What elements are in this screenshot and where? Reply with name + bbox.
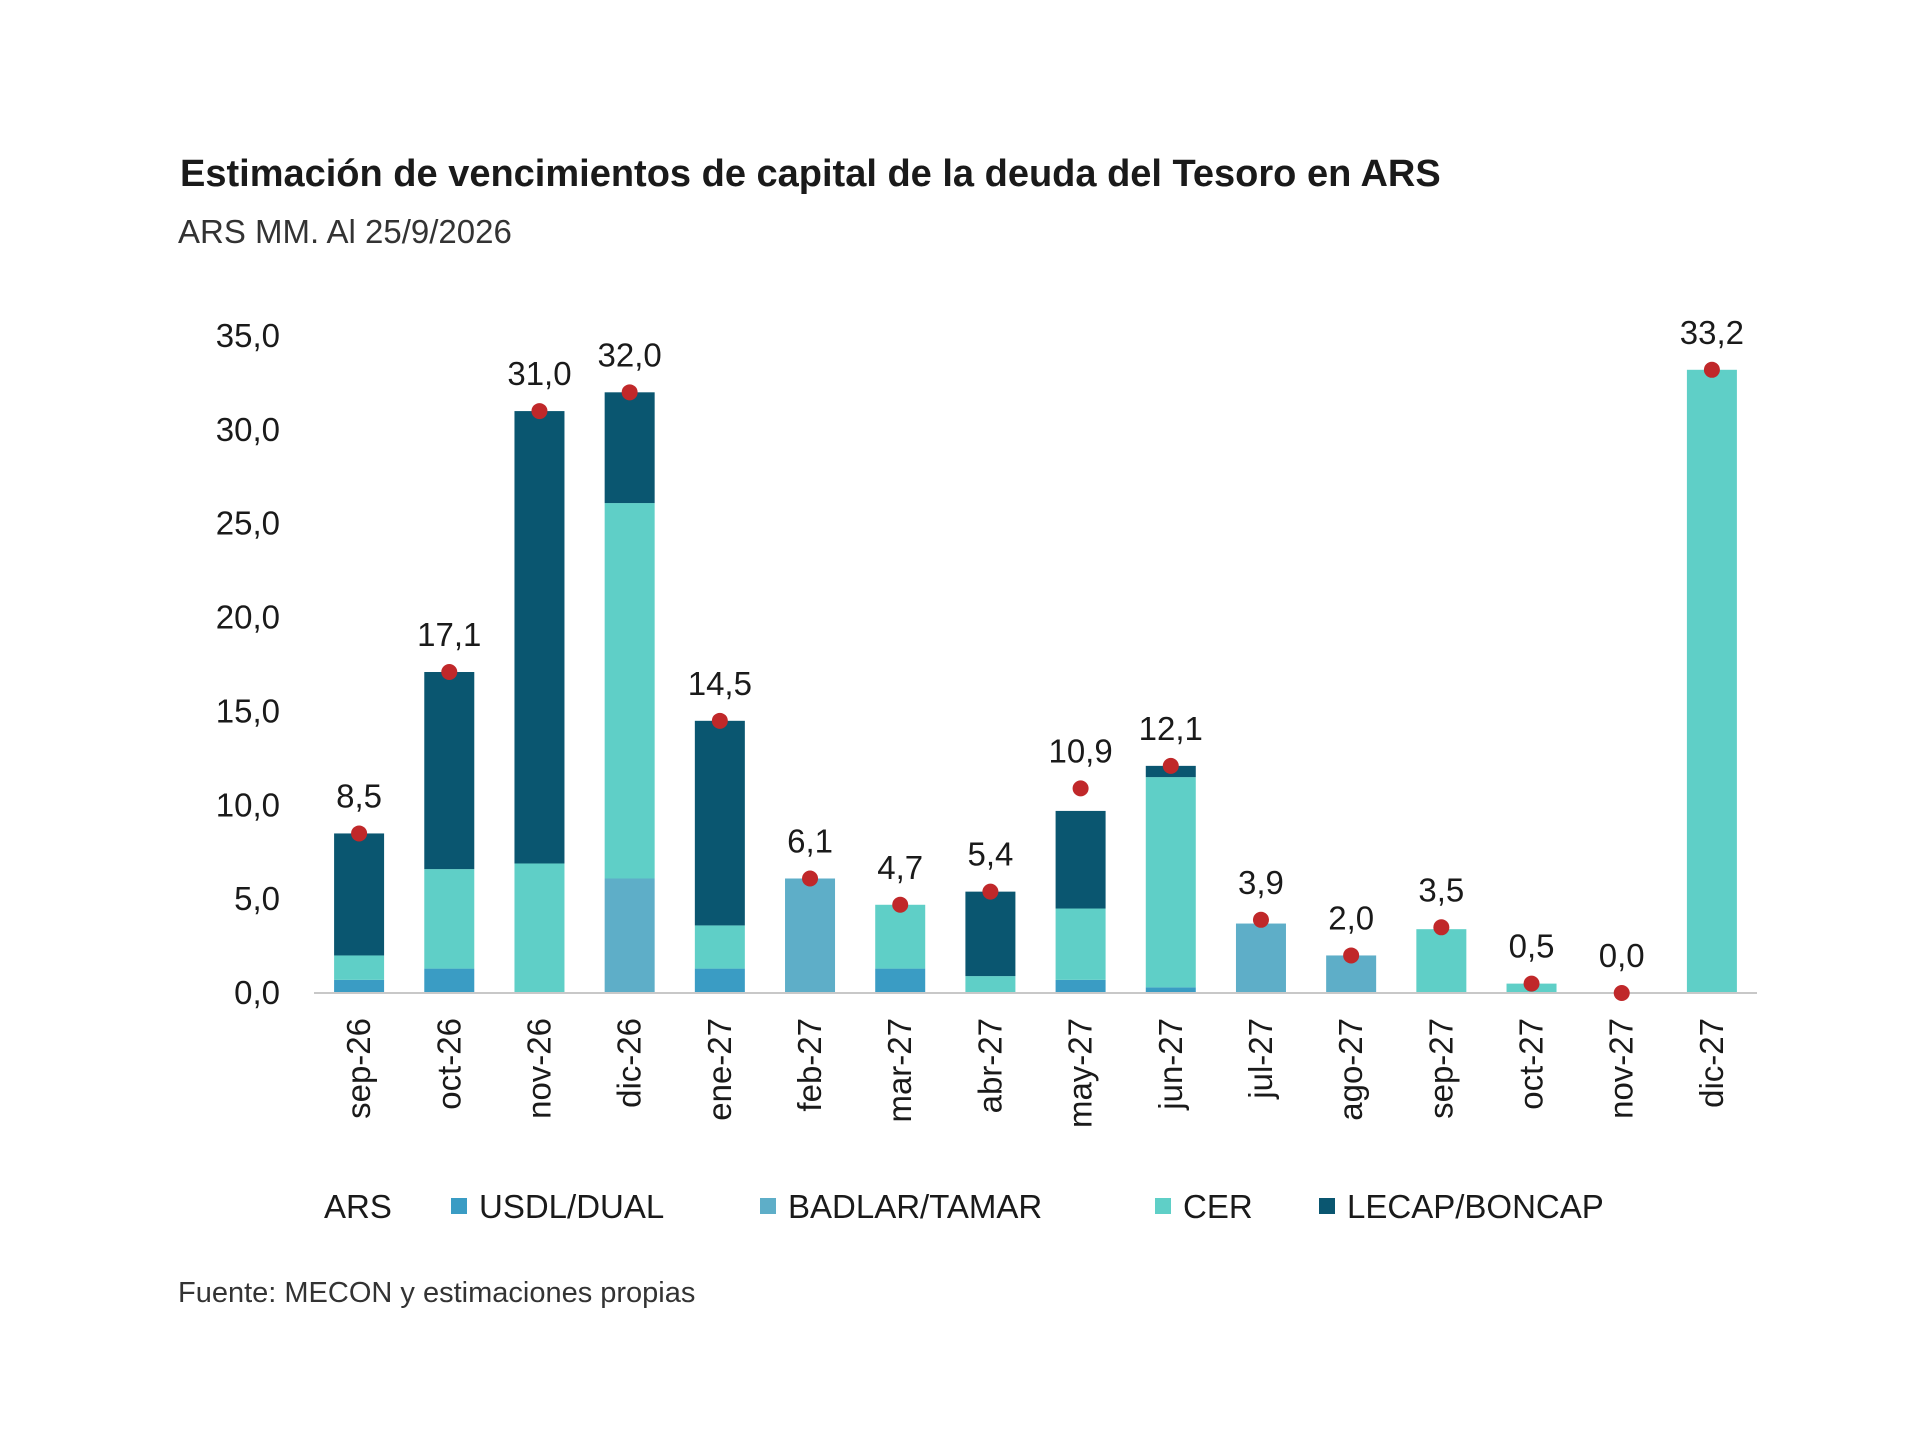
total-marker <box>1523 975 1540 992</box>
legend-label: BADLAR/TAMAR <box>788 1188 1042 1225</box>
total-marker <box>1433 919 1450 936</box>
bar-segment <box>424 968 475 993</box>
y-tick-label: 10,0 <box>216 786 280 823</box>
x-tick-label: feb-27 <box>791 1018 828 1112</box>
data-label: 17,1 <box>417 616 481 653</box>
bar-segment <box>1055 810 1106 909</box>
legend-swatch <box>451 1198 467 1214</box>
bar-segment <box>604 503 655 879</box>
total-marker <box>1162 757 1179 774</box>
bar-segment <box>694 968 745 993</box>
chart-subtitle: ARS MM. Al 25/9/2026 <box>178 213 512 250</box>
x-tick-label: sep-27 <box>1422 1018 1459 1119</box>
data-label: 10,9 <box>1048 732 1112 769</box>
data-label: 4,7 <box>877 849 923 886</box>
data-label: 33,2 <box>1680 314 1744 351</box>
total-marker <box>1613 985 1630 1001</box>
y-tick-label: 35,0 <box>216 317 280 354</box>
data-label: 3,9 <box>1238 864 1284 901</box>
total-marker <box>441 664 458 681</box>
bar-segment <box>424 869 475 969</box>
total-marker <box>1703 361 1720 378</box>
y-tick-label: 5,0 <box>234 880 280 917</box>
x-tick-label: abr-27 <box>971 1018 1008 1113</box>
legend-swatch <box>1155 1198 1171 1214</box>
data-label: 8,5 <box>336 777 382 814</box>
bar-segment <box>334 979 385 993</box>
x-tick-label: dic-26 <box>611 1018 648 1108</box>
bar-segment <box>785 878 836 993</box>
source-note: Fuente: MECON y estimaciones propias <box>178 1277 695 1309</box>
bar-segment <box>1145 987 1196 993</box>
y-tick-label: 30,0 <box>216 411 280 448</box>
x-tick-label: jul-27 <box>1242 1018 1279 1100</box>
data-label: 2,0 <box>1328 899 1374 936</box>
bar-segment <box>604 878 655 993</box>
bar-segment <box>514 863 565 993</box>
data-label: 14,5 <box>688 665 752 702</box>
x-tick-label: sep-26 <box>340 1018 377 1119</box>
bar-segment <box>424 672 475 870</box>
bar-segment <box>334 833 385 956</box>
bar-segment <box>514 411 565 864</box>
legend-label: USDL/DUAL <box>479 1188 664 1225</box>
bar-segment <box>875 904 926 969</box>
total-marker <box>711 712 728 729</box>
data-label: 0,0 <box>1599 937 1645 974</box>
x-tick-label: jun-27 <box>1152 1018 1189 1111</box>
bar-segment <box>334 955 385 980</box>
bar-segment <box>965 891 1016 977</box>
data-label: 5,4 <box>967 836 1013 873</box>
bar-segment <box>965 976 1016 993</box>
bar-segment <box>875 968 926 993</box>
total-marker <box>1252 911 1269 928</box>
x-tick-label: oct-27 <box>1513 1018 1550 1110</box>
data-label: 31,0 <box>507 355 571 392</box>
bar-segment <box>1055 908 1106 980</box>
bar-segment <box>694 925 745 969</box>
total-marker <box>1072 780 1089 797</box>
bar-segment <box>1686 369 1737 993</box>
x-tick-label: nov-26 <box>520 1018 557 1119</box>
x-tick-label: ene-27 <box>701 1018 738 1121</box>
x-tick-label: mar-27 <box>881 1018 918 1123</box>
legend-swatch <box>1319 1198 1335 1214</box>
data-label: 0,5 <box>1509 928 1555 965</box>
chart-title: Estimación de vencimientos de capital de… <box>180 153 1441 195</box>
x-tick-label: may-27 <box>1062 1018 1099 1128</box>
bar-segment <box>1416 929 1467 993</box>
y-tick-label: 25,0 <box>216 505 280 542</box>
x-tick-label: dic-27 <box>1693 1018 1730 1108</box>
total-marker <box>982 883 999 900</box>
data-label: 6,1 <box>787 822 833 859</box>
bar-segment <box>694 720 745 926</box>
x-tick-label: ago-27 <box>1332 1018 1369 1121</box>
y-tick-label: 20,0 <box>216 599 280 636</box>
y-tick-label: 15,0 <box>216 692 280 729</box>
x-tick-label: nov-27 <box>1603 1018 1640 1119</box>
data-label: 32,0 <box>598 336 662 373</box>
bar-segment <box>604 392 655 504</box>
data-label: 12,1 <box>1139 710 1203 747</box>
total-marker <box>802 870 819 887</box>
total-marker <box>351 825 368 842</box>
legend-label: ARS <box>324 1188 392 1225</box>
total-marker <box>621 384 638 401</box>
total-marker <box>1343 947 1360 964</box>
total-marker <box>531 403 548 420</box>
total-marker <box>892 896 909 913</box>
y-tick-label: 0,0 <box>234 974 280 1011</box>
legend-label: LECAP/BONCAP <box>1347 1188 1604 1225</box>
x-tick-label: oct-26 <box>430 1018 467 1110</box>
bar-segment <box>1055 979 1106 993</box>
bar-segment <box>1145 777 1196 988</box>
bar-segment <box>1235 923 1286 993</box>
legend-swatch <box>760 1198 776 1214</box>
legend-label: CER <box>1183 1188 1253 1225</box>
data-label: 3,5 <box>1418 871 1464 908</box>
